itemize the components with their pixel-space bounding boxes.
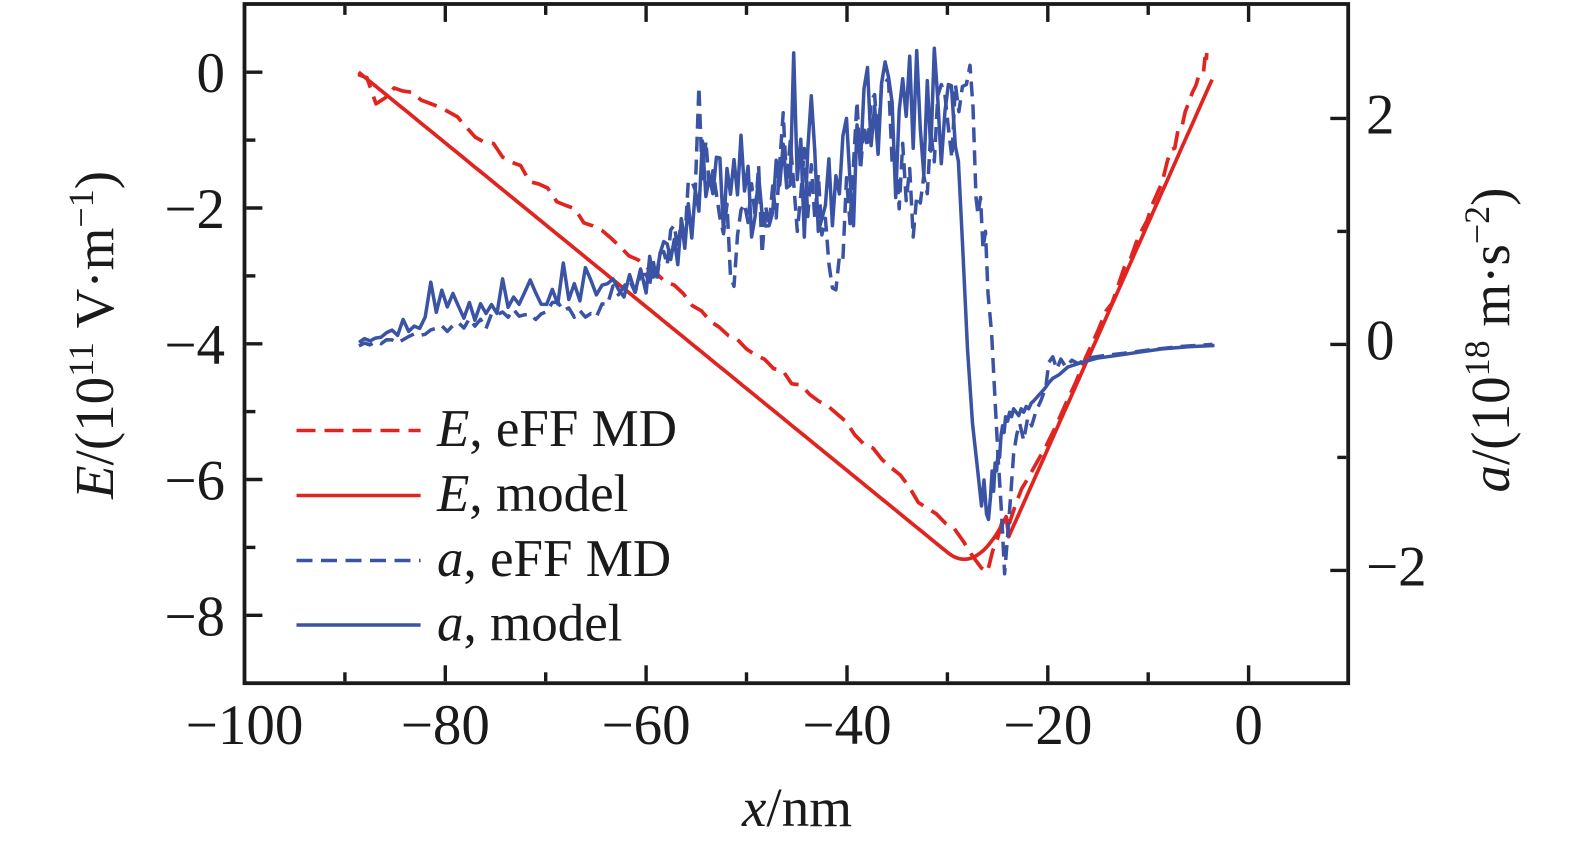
svg-text:a, model: a, model	[437, 595, 622, 653]
svg-text:E/(1011 V·m−1): E/(1011 V·m−1)	[61, 171, 125, 500]
svg-text:a/(1018 m·s−2): a/(1018 m·s−2)	[1457, 188, 1521, 493]
svg-text:−60: −60	[602, 694, 691, 757]
svg-text:−80: −80	[401, 694, 490, 757]
svg-text:x/nm: x/nm	[741, 777, 852, 838]
svg-text:−6: −6	[164, 450, 225, 513]
svg-text:0: 0	[197, 42, 226, 105]
svg-text:−20: −20	[1003, 694, 1092, 757]
svg-text:−8: −8	[164, 585, 225, 648]
svg-text:0: 0	[1366, 309, 1395, 372]
svg-text:0: 0	[1234, 694, 1263, 757]
svg-text:−4: −4	[164, 314, 225, 377]
svg-text:−2: −2	[164, 178, 225, 241]
svg-text:−40: −40	[802, 694, 891, 757]
svg-text:−2: −2	[1366, 535, 1427, 598]
svg-text:E, model: E, model	[436, 465, 628, 523]
svg-text:E, eFF MD: E, eFF MD	[436, 400, 677, 458]
svg-text:2: 2	[1366, 83, 1395, 146]
svg-text:a, eFF MD: a, eFF MD	[437, 530, 671, 588]
svg-text:−100: −100	[186, 694, 304, 757]
